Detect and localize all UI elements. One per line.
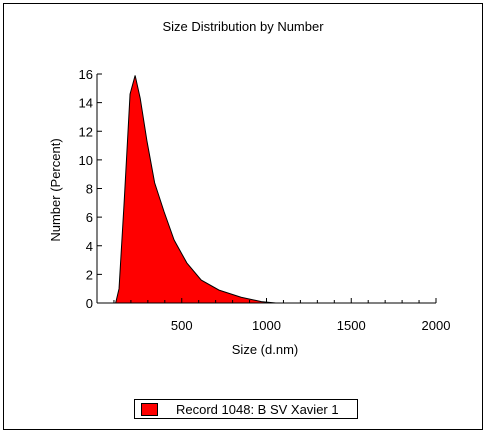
legend-swatch (141, 402, 158, 416)
plot-area (115, 75, 276, 304)
axes: 0 2 4 6 8 10 12 14 16 500 1000 1500 2000 (79, 67, 451, 333)
legend: Record 1048: B SV Xavier 1 (134, 399, 358, 419)
y-tick-label: 10 (79, 153, 93, 168)
x-tick-label: 500 (171, 318, 193, 333)
chart-frame: Size Distribution by Number 0 2 4 6 8 10 12 14 1… (3, 3, 483, 430)
y-tick-label: 16 (79, 67, 93, 82)
y-tick-label: 6 (86, 210, 93, 225)
y-tick-label: 14 (79, 96, 93, 111)
y-tick-label: 4 (86, 239, 93, 254)
chart-title: Size Distribution by Number (162, 19, 324, 34)
y-tick-label: 0 (86, 296, 93, 311)
x-tick-label: 2000 (422, 318, 451, 333)
y-tick-label: 12 (79, 124, 93, 139)
y-axis-title: Number (Percent) (48, 138, 63, 241)
y-tick-label: 2 (86, 267, 93, 282)
y-tick-label: 8 (86, 182, 93, 197)
legend-label: Record 1048: B SV Xavier 1 (176, 401, 339, 417)
x-tick-label: 1000 (252, 318, 281, 333)
chart-canvas: Size Distribution by Number 0 2 4 6 8 10 12 14 1… (48, 19, 451, 357)
x-tick-label: 1500 (337, 318, 366, 333)
x-axis-title: Size (d.nm) (232, 342, 298, 357)
series-area-0 (115, 75, 276, 304)
